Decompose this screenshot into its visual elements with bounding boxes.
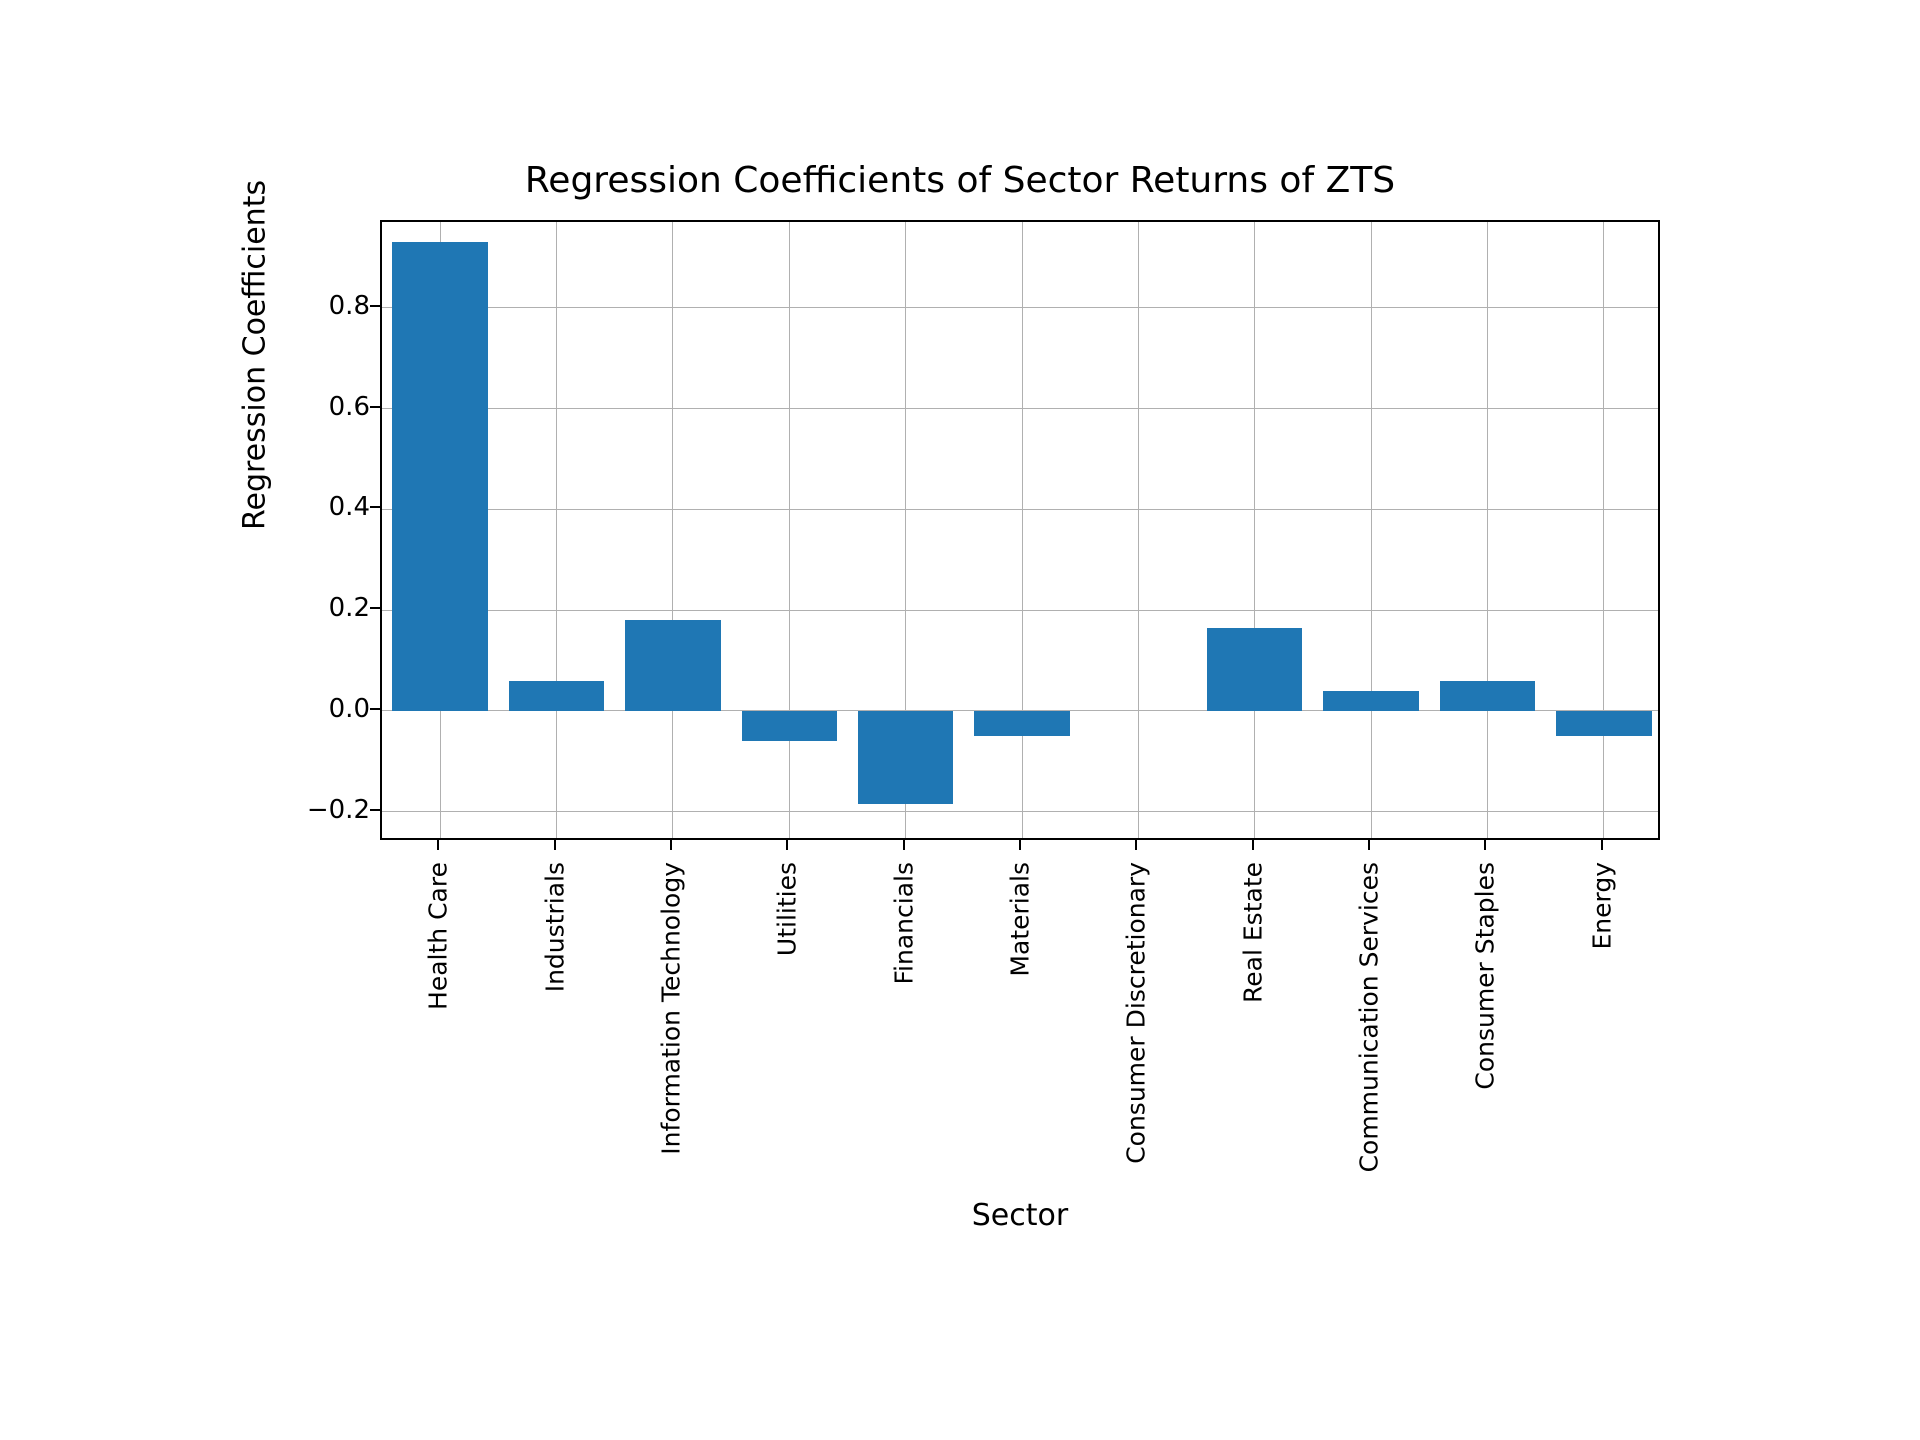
gridline-vertical xyxy=(789,222,790,838)
x-tick-label: Real Estate xyxy=(1238,862,1267,1003)
bar xyxy=(858,711,953,804)
x-tick-label: Consumer Staples xyxy=(1471,862,1500,1090)
xtick-mark xyxy=(670,840,672,850)
gridline-vertical xyxy=(556,222,557,838)
gridline-vertical xyxy=(1487,222,1488,838)
xtick-mark xyxy=(1601,840,1603,850)
chart-figure: Regression Coefficients of Sector Return… xyxy=(200,150,1720,1290)
y-tick-label: −0.2 xyxy=(250,795,370,825)
ytick-mark xyxy=(370,305,380,307)
x-tick-label: Consumer Discretionary xyxy=(1122,862,1151,1164)
x-tick-label: Financials xyxy=(889,862,918,985)
bar xyxy=(1556,711,1651,736)
ytick-mark xyxy=(370,506,380,508)
xtick-mark xyxy=(903,840,905,850)
y-tick-label: 0.0 xyxy=(250,694,370,724)
xtick-mark xyxy=(1135,840,1137,850)
bar xyxy=(1207,628,1302,711)
chart-title: Regression Coefficients of Sector Return… xyxy=(200,160,1720,201)
y-tick-label: 0.2 xyxy=(250,593,370,623)
x-tick-label: Industrials xyxy=(540,862,569,992)
gridline-vertical xyxy=(1371,222,1372,838)
plot-area xyxy=(380,220,1660,840)
gridline-vertical xyxy=(1022,222,1023,838)
gridline-horizontal xyxy=(382,307,1658,308)
xtick-mark xyxy=(1484,840,1486,850)
x-tick-label: Materials xyxy=(1006,862,1035,977)
gridline-vertical xyxy=(1138,222,1139,838)
ytick-mark xyxy=(370,406,380,408)
y-axis-label: Regression Coefficients xyxy=(238,180,273,530)
xtick-mark xyxy=(1368,840,1370,850)
xtick-mark xyxy=(554,840,556,850)
bar xyxy=(625,620,720,711)
xtick-mark xyxy=(786,840,788,850)
y-tick-label: 0.8 xyxy=(250,291,370,321)
gridline-horizontal xyxy=(382,610,1658,611)
x-tick-label: Health Care xyxy=(424,862,453,1010)
bar xyxy=(1323,691,1418,711)
x-tick-label: Energy xyxy=(1587,862,1616,950)
ytick-mark xyxy=(370,809,380,811)
gridline-horizontal xyxy=(382,811,1658,812)
y-tick-label: 0.6 xyxy=(250,392,370,422)
gridline-horizontal xyxy=(382,408,1658,409)
gridline-vertical xyxy=(1603,222,1604,838)
bar xyxy=(392,242,487,711)
gridline-vertical xyxy=(672,222,673,838)
xtick-mark xyxy=(1019,840,1021,850)
bar xyxy=(1440,681,1535,711)
y-tick-label: 0.4 xyxy=(250,492,370,522)
ytick-mark xyxy=(370,708,380,710)
bar xyxy=(742,711,837,741)
x-axis-label: Sector xyxy=(380,1198,1660,1233)
ytick-mark xyxy=(370,607,380,609)
gridline-vertical xyxy=(1254,222,1255,838)
gridline-horizontal xyxy=(382,509,1658,510)
xtick-mark xyxy=(437,840,439,850)
x-tick-label: Communication Services xyxy=(1355,862,1384,1172)
xtick-mark xyxy=(1252,840,1254,850)
bar xyxy=(509,681,604,711)
x-tick-label: Utilities xyxy=(773,862,802,956)
x-tick-label: Information Technology xyxy=(656,862,685,1155)
bar xyxy=(974,711,1069,736)
